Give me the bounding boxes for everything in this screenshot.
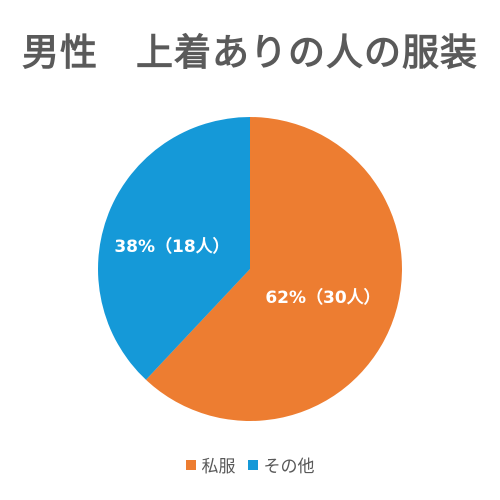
legend-label-shifuku: 私服 <box>201 457 236 477</box>
pie-slice-shifuku <box>145 117 403 421</box>
legend-swatch-shifuku <box>185 459 196 470</box>
data-label-sonota: 38%（18人） <box>114 236 229 257</box>
chart-title: 男性 上着ありの人の服装 <box>22 31 478 74</box>
legend-item-shifuku: 私服 <box>185 452 236 477</box>
legend-swatch-sonota <box>247 459 258 470</box>
legend-item-sonota: その他 <box>247 452 315 477</box>
chart-legend: 私服 その他 <box>0 452 500 477</box>
data-label-shifuku: 62%（30人） <box>265 287 380 308</box>
legend-label-sonota: その他 <box>263 457 315 477</box>
pie-slice-sonota <box>98 116 251 380</box>
